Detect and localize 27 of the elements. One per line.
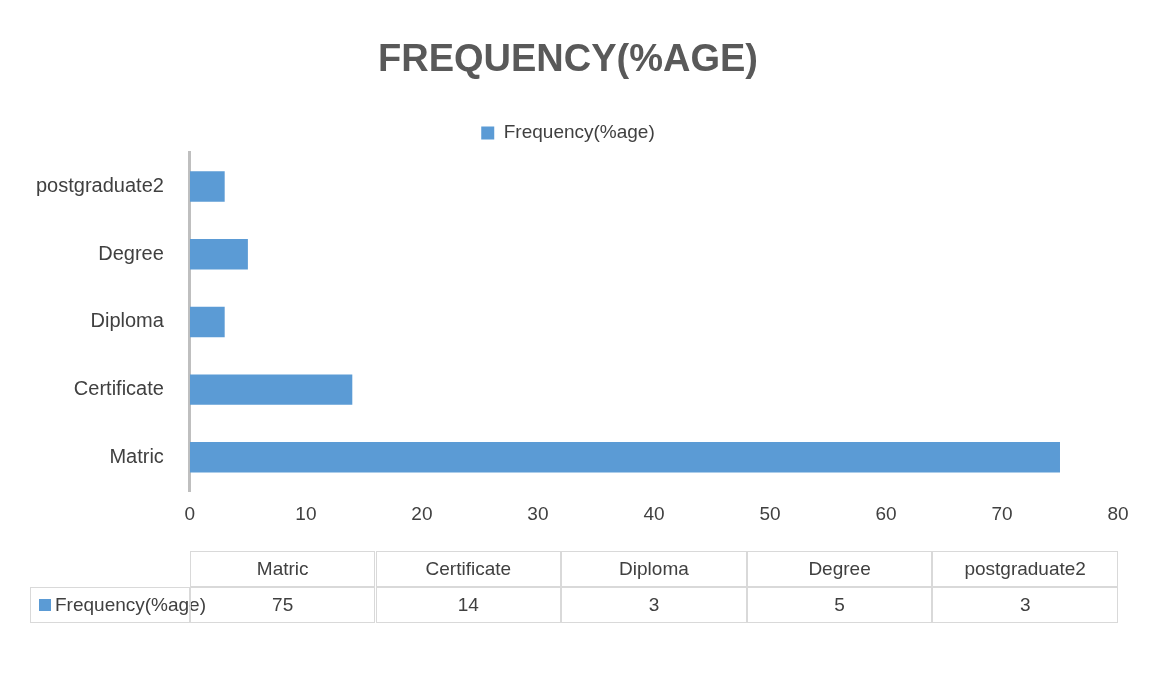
x-tick-label: 50 <box>759 502 781 524</box>
text: Frequency(%age) <box>55 594 207 616</box>
category-label: Certificate <box>425 558 512 580</box>
category-label: Matric <box>256 558 309 580</box>
category-label: postgraduate2 <box>964 558 1086 580</box>
x-tick-label: 30 <box>527 502 549 524</box>
y-tick-label: Certificate <box>73 377 164 400</box>
x-tick-label: 0 <box>184 502 196 524</box>
y-tick-label: postgraduate2 <box>35 173 164 196</box>
text: 75 <box>272 594 294 616</box>
text: 3 <box>561 587 747 624</box>
text: 5 <box>746 587 933 624</box>
x-tick-label: 10 <box>295 502 317 524</box>
x-tick-label: 20 <box>411 502 433 524</box>
x-tick-label: 40 <box>643 502 665 524</box>
legend-label: Frequency(%age) <box>503 121 655 143</box>
text: 3 <box>932 587 1118 624</box>
text: 14 <box>375 587 562 624</box>
x-tick-label: 60 <box>875 502 897 524</box>
chart-title: FREQUENCY(%AGE) <box>377 37 759 80</box>
category-label: Degree <box>808 558 871 580</box>
y-tick-label: Degree <box>98 241 164 264</box>
x-tick-label: 80 <box>1107 502 1129 524</box>
y-tick-label: Matric <box>109 444 164 467</box>
y-tick-label: Diploma <box>90 309 165 332</box>
category-label: Diploma <box>619 558 689 580</box>
x-tick-label: 70 <box>991 502 1013 524</box>
